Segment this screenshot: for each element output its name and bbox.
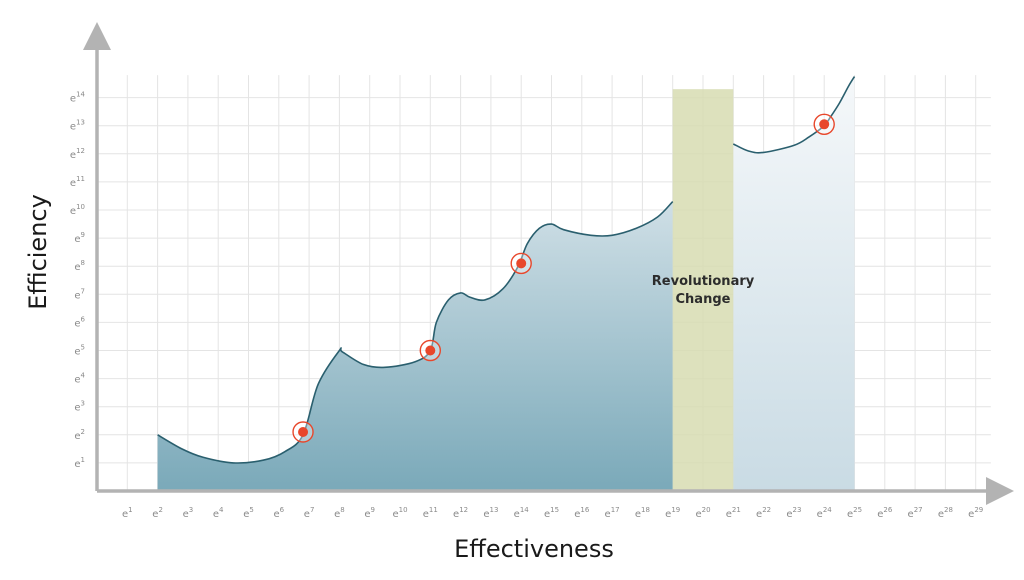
axes: [83, 21, 1014, 505]
x-tick-label: e27: [908, 506, 923, 520]
area-fill-before: [157, 201, 673, 491]
x-tick-label: e5: [243, 506, 254, 520]
curve-before: [157, 201, 674, 464]
y-tick-label: e4: [74, 372, 85, 386]
y-tick-label: e13: [70, 119, 85, 133]
y-tick-label: e11: [70, 175, 85, 189]
x-tick-label: e19: [665, 506, 680, 520]
data-marker: [419, 339, 441, 362]
x-tick-label: e10: [392, 506, 407, 520]
y-tick-label: e12: [70, 147, 85, 161]
data-marker: [292, 421, 314, 443]
marker-dot: [819, 119, 830, 130]
revolutionary-change-band: Revolutionary Change: [652, 89, 755, 492]
x-tick-label: e23: [786, 506, 801, 520]
x-tick-label: e3: [183, 506, 194, 520]
y-axis-title: Efficiency: [24, 194, 52, 310]
x-tick-label: e7: [304, 506, 315, 520]
area-layer: [157, 76, 855, 492]
x-tick-label: e12: [453, 506, 468, 520]
x-tick-label: e8: [334, 506, 345, 520]
x-tick-label: e25: [847, 506, 862, 520]
x-tick-label: e24: [817, 506, 833, 520]
x-tick-label: e16: [574, 506, 590, 520]
x-tick-label: e9: [364, 506, 375, 520]
y-tick-label: e8: [74, 259, 85, 273]
x-tick-label: e26: [877, 506, 893, 520]
marker-layer: [292, 113, 835, 443]
band-label-line: Change: [676, 292, 731, 307]
y-tick-label: e5: [74, 344, 85, 358]
x-tick-label: e14: [514, 506, 530, 520]
y-tick-label: e14: [70, 91, 86, 105]
x-tick-label: e13: [483, 506, 498, 520]
y-tick-label: e10: [70, 203, 85, 217]
x-tick-label: e17: [605, 506, 620, 520]
data-marker: [510, 252, 532, 275]
x-tick-label: e1: [122, 506, 133, 520]
area-fill-after: [733, 76, 855, 492]
x-tick-label: e22: [756, 506, 771, 520]
marker-dot: [516, 258, 527, 269]
x-tick-label: e20: [695, 506, 710, 520]
band-label-line: Revolutionary: [652, 274, 755, 289]
x-tick-label: e4: [213, 506, 224, 520]
y-tick-label: e3: [74, 400, 85, 414]
marker-dot: [425, 345, 436, 356]
x-tick-label: e15: [544, 506, 559, 520]
tick-labels: e1 e2 e3 e4 e5 e6 e7 e8 e9 e10 e11 e12 e13 e14 e15 e16 e…: [70, 91, 983, 520]
y-tick-label: e1: [74, 456, 85, 470]
x-tick-label: e6: [273, 506, 284, 520]
x-tick-label: e2: [152, 506, 163, 520]
y-tick-label: e7: [74, 287, 85, 301]
x-tick-label: e18: [635, 506, 650, 520]
x-axis-title: Effectiveness: [454, 535, 614, 563]
x-tick-label: e21: [726, 506, 741, 520]
x-tick-label: e11: [423, 506, 438, 520]
x-tick-label: e29: [968, 506, 983, 520]
data-marker: [813, 113, 835, 135]
y-tick-label: e2: [74, 428, 85, 442]
marker-dot: [298, 426, 309, 437]
band-rect: [672, 89, 734, 492]
y-tick-label: e6: [74, 315, 85, 329]
x-tick-label: e28: [938, 506, 953, 520]
y-tick-label: e9: [74, 231, 85, 245]
